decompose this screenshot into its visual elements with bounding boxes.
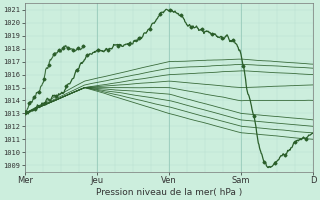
X-axis label: Pression niveau de la mer( hPa ): Pression niveau de la mer( hPa ) bbox=[96, 188, 242, 197]
